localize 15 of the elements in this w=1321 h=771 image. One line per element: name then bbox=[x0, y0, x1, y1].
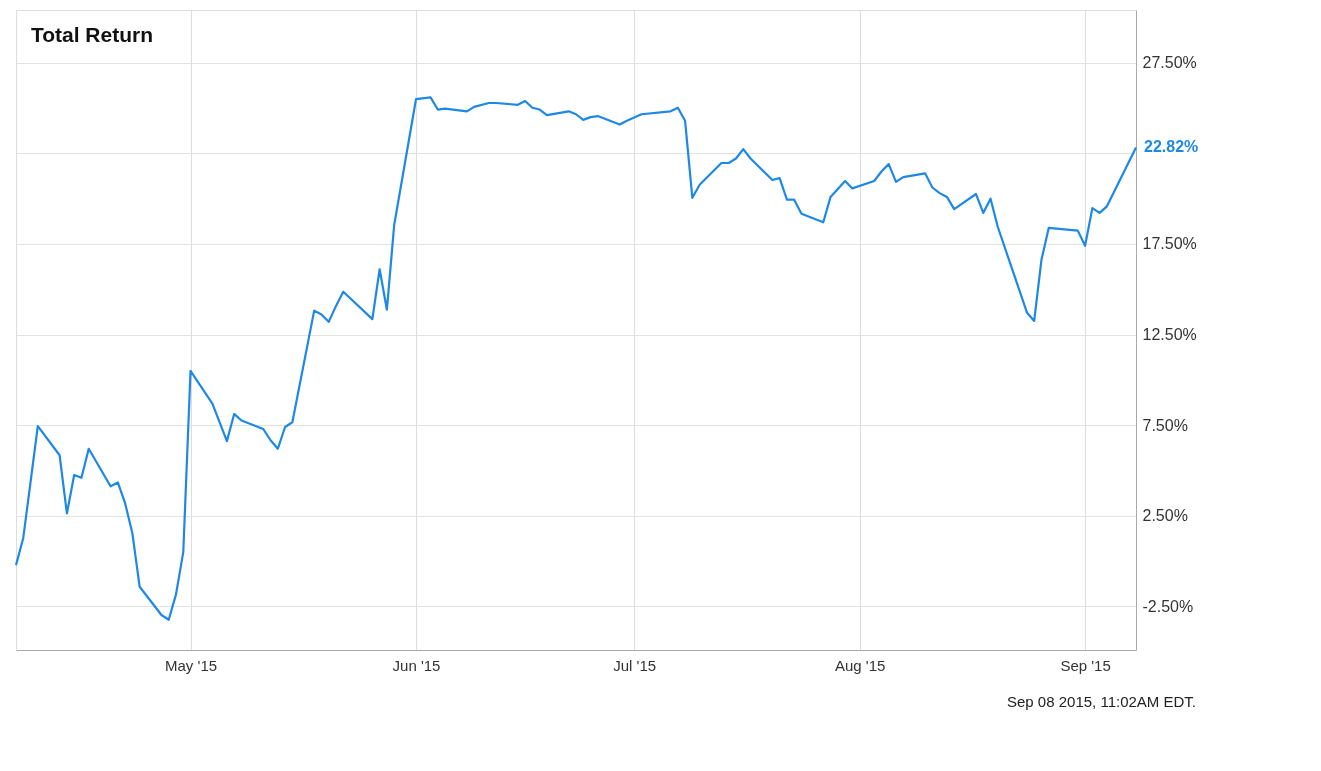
y-tick-label: 17.50% bbox=[1142, 235, 1197, 253]
text: Sep 08 2015, 11:02AM EDT. bbox=[1006, 693, 1196, 710]
text: Total Return bbox=[30, 23, 154, 46]
y-tick-label: -2.50% bbox=[1142, 597, 1194, 615]
y-tick-label: 12.50% bbox=[1142, 326, 1197, 344]
x-tick-label: Jun '15 bbox=[392, 656, 441, 674]
annotation: 22.82% bbox=[1144, 138, 1199, 156]
y-tick-label: 27.50% bbox=[1142, 54, 1197, 72]
x-tick-label: Jul '15 bbox=[613, 656, 657, 674]
x-tick-label: Sep '15 bbox=[1060, 656, 1111, 674]
x-tick-label: Aug '15 bbox=[834, 656, 886, 674]
y-tick-label: 7.50% bbox=[1142, 416, 1188, 434]
y-tick-label: 2.50% bbox=[1142, 507, 1188, 525]
line-series bbox=[14, 96, 1138, 621]
x-tick-label: May '15 bbox=[165, 656, 218, 674]
